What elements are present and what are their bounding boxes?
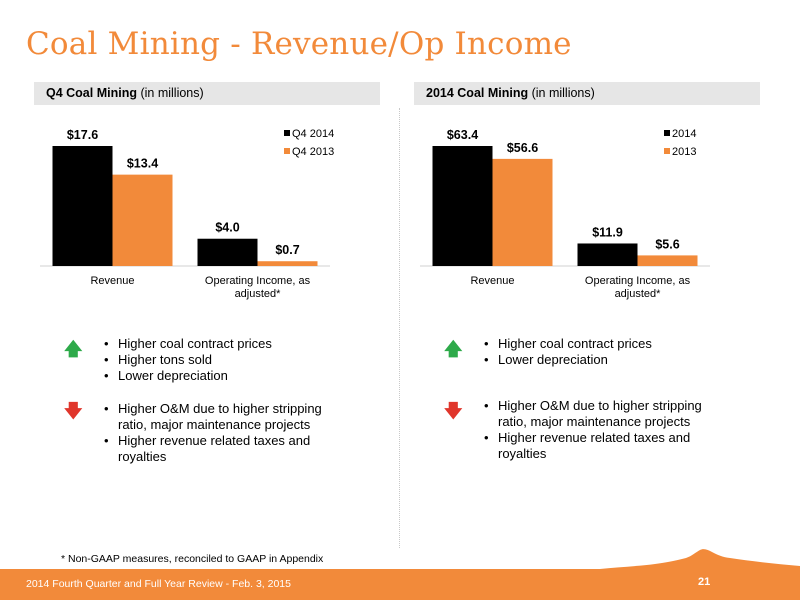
data-label: $11.9 (592, 225, 623, 239)
footnote: * Non-GAAP measures, reconciled to GAAP … (61, 553, 324, 565)
right-positives-list: Higher coal contract prices Lower deprec… (484, 336, 734, 368)
data-label: $56.6 (507, 141, 538, 155)
bar (197, 238, 258, 266)
legend-label: 2013 (672, 146, 696, 158)
right-panel-header-title: 2014 Coal Mining (426, 86, 529, 100)
data-label: $63.4 (447, 128, 478, 142)
tick-label: Revenue (90, 275, 134, 287)
left-chart-svg: $17.6 $13.4 Revenue $4.0 $0.7 Operating Incom… (40, 128, 334, 300)
bar (112, 174, 173, 266)
data-label: $5.6 (655, 237, 679, 251)
list-item: Higher O&M due to higher stripping ratio… (484, 398, 734, 430)
list-item: Higher tons sold (104, 352, 354, 368)
list-item: Higher coal contract prices (104, 336, 354, 352)
list-item: Higher coal contract prices (484, 336, 734, 352)
bar (637, 255, 698, 266)
mountain-logo-icon (600, 549, 800, 572)
legend-swatch (284, 148, 290, 154)
bar (577, 243, 638, 266)
arrow-up-icon: 🡅 (64, 339, 83, 359)
right-negatives-list: Higher O&M due to higher stripping ratio… (484, 398, 734, 462)
list-item: Higher revenue related taxes and royalti… (104, 433, 354, 465)
legend-swatch (284, 130, 290, 136)
footer-text: 2014 Fourth Quarter and Full Year Review… (26, 578, 291, 590)
arrow-up-icon: 🡅 (444, 339, 463, 359)
legend-label: Q4 2013 (292, 146, 334, 158)
right-panel-header-note: (in millions) (531, 86, 595, 100)
data-label: $0.7 (275, 243, 299, 257)
left-chart: $17.6 $13.4 Revenue $4.0 $0.7 Operating Incom… (40, 115, 400, 305)
list-item: Lower depreciation (484, 352, 734, 368)
slide-title: Coal Mining - Revenue/Op Income (26, 26, 572, 62)
data-label: $4.0 (215, 221, 239, 235)
tick-label: adjusted* (235, 288, 282, 300)
left-panel-header-title: Q4 Coal Mining (46, 86, 137, 100)
arrow-down-icon: 🡇 (444, 401, 463, 421)
tick-label: adjusted* (615, 288, 662, 300)
legend-swatch (664, 148, 670, 154)
right-chart-svg: $63.4 $56.6 Revenue $11.9 $5.6 Operating Inco… (420, 128, 710, 300)
bar (52, 146, 113, 266)
tick-label: Operating Income, as (205, 275, 311, 287)
footer-bar (0, 569, 800, 600)
panel-divider (399, 108, 400, 548)
bar (432, 146, 493, 266)
left-panel-header-note: (in millions) (140, 86, 204, 100)
list-item: Higher O&M due to higher stripping ratio… (104, 401, 354, 433)
tick-label: Revenue (470, 275, 514, 287)
left-negatives-list: Higher O&M due to higher stripping ratio… (104, 401, 354, 465)
legend-label: Q4 2014 (292, 128, 334, 140)
left-positives-list: Higher coal contract prices Higher tons … (104, 336, 354, 384)
legend-swatch (664, 130, 670, 136)
left-panel-header: Q4 Coal Mining (in millions) (34, 82, 380, 105)
bar (492, 158, 553, 266)
legend-label: 2014 (672, 128, 696, 140)
data-label: $17.6 (67, 128, 98, 142)
data-label: $13.4 (127, 157, 158, 171)
tick-label: Operating Income, as (585, 275, 691, 287)
right-panel-header: 2014 Coal Mining (in millions) (414, 82, 760, 105)
page-number: 21 (698, 576, 711, 588)
bar (257, 261, 318, 266)
arrow-down-icon: 🡇 (64, 401, 83, 421)
right-chart: $63.4 $56.6 Revenue $11.9 $5.6 Operating Inco… (420, 115, 780, 305)
list-item: Higher revenue related taxes and royalti… (484, 430, 734, 462)
list-item: Lower depreciation (104, 368, 354, 384)
